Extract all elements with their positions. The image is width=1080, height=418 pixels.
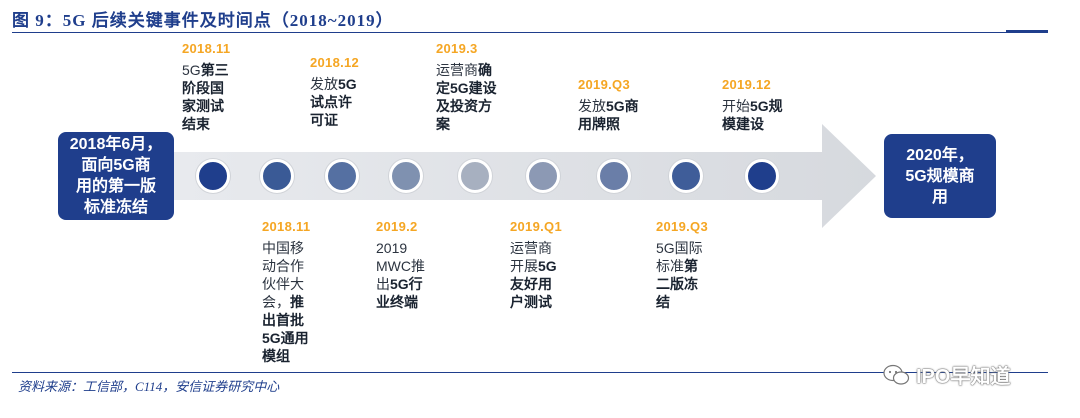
event-description: 5G第三 阶段国 家测试 结束 <box>182 61 230 133</box>
event-description: 发放5G 试点许 可证 <box>310 75 359 129</box>
figure-title: 图 9：5G 后续关键事件及时间点（2018~2019） <box>12 11 394 30</box>
title-divider <box>12 32 1048 33</box>
source-note: 资料来源：工信部，C114，安信证券研究中心 <box>18 379 280 394</box>
event-2018-11-top: 2018.11 5G第三 阶段国 家测试 结束 <box>182 40 230 133</box>
event-description: 运营商 开展5G 友好用 户测试 <box>510 239 562 311</box>
event-text-bold: 第 二版冻 结 <box>656 258 698 310</box>
event-text-bold: 5G商 用牌照 <box>578 98 639 132</box>
event-date: 2019.3 <box>436 41 478 56</box>
event-text-bold: 5G 友好用 户测试 <box>510 258 557 310</box>
event-description: 2019 MWC推 出5G行 业终端 <box>376 239 425 311</box>
event-text: 2019 MWC推 出 <box>376 240 425 292</box>
event-text: 运营商 <box>436 62 478 78</box>
timeline-node <box>389 159 423 193</box>
event-text: 发放 <box>578 98 606 114</box>
event-2018-12-top: 2018.12 发放5G 试点许 可证 <box>310 54 359 129</box>
event-text: 运营商 开展 <box>510 240 552 274</box>
event-date: 2019.Q3 <box>656 219 708 234</box>
timeline-node <box>526 159 560 193</box>
event-date: 2018.11 <box>182 41 231 56</box>
event-description: 中国移 动合作 伙伴大 会，推 出首批 5G通用 模组 <box>262 239 310 365</box>
footer-divider <box>12 372 1048 373</box>
timeline-node <box>597 159 631 193</box>
watermark: IPO早知道 <box>882 360 1010 389</box>
event-description: 发放5G商 用牌照 <box>578 97 639 133</box>
event-2019-q3-top: 2019.Q3 发放5G商 用牌照 <box>578 76 639 133</box>
event-date: 2019.12 <box>722 77 772 92</box>
event-text-bold: 第三 阶段国 家测试 结束 <box>182 62 229 132</box>
start-milestone-box: 2018年6月， 面向5G商 用的第一版 标准冻结 <box>58 132 174 220</box>
event-text: 中国移 动合作 伙伴大 会， <box>262 240 304 310</box>
event-2019-12-top: 2019.12 开始5G规 模建设 <box>722 76 783 133</box>
event-text-bold: 5G规 模建设 <box>722 98 783 132</box>
event-date: 2019.2 <box>376 219 418 234</box>
event-text: 发放 <box>310 76 338 92</box>
timeline-node <box>669 159 703 193</box>
wechat-icon <box>883 364 910 385</box>
timeline-node <box>196 159 230 193</box>
event-text: 开始 <box>722 98 750 114</box>
event-description: 运营商确 定5G建设 及投资方 案 <box>436 61 497 133</box>
end-milestone-box: 2020年， 5G规模商 用 <box>884 134 996 218</box>
event-2019-q3-bottom: 2019.Q3 5G国际 标准第 二版冻 结 <box>656 218 708 311</box>
event-2019-2-bottom: 2019.2 2019 MWC推 出5G行 业终端 <box>376 218 425 311</box>
event-description: 5G国际 标准第 二版冻 结 <box>656 239 708 311</box>
event-2018-11-bottom: 2018.11 中国移 动合作 伙伴大 会，推 出首批 5G通用 模组 <box>262 218 310 365</box>
event-text: 5G国际 标准 <box>656 240 703 274</box>
event-2019-3-top: 2019.3 运营商确 定5G建设 及投资方 案 <box>436 40 497 133</box>
timeline-node <box>458 159 492 193</box>
timeline-node <box>260 159 294 193</box>
event-2019-q1-bottom: 2019.Q1 运营商 开展5G 友好用 户测试 <box>510 218 562 311</box>
timeline-node <box>325 159 359 193</box>
watermark-text: IPO早知道 <box>916 366 1011 388</box>
title-divider-accent <box>1006 30 1048 33</box>
event-description: 开始5G规 模建设 <box>722 97 783 133</box>
event-text-bold: 5G 试点许 可证 <box>310 76 357 128</box>
event-text-bold: 确 定5G建设 及投资方 案 <box>436 62 497 132</box>
event-date: 2019.Q3 <box>578 77 630 92</box>
event-date: 2019.Q1 <box>510 219 562 234</box>
event-text-bold: 5G行 业终端 <box>376 276 423 310</box>
event-date: 2018.12 <box>310 55 360 70</box>
event-text: 5G <box>182 62 201 78</box>
event-date: 2018.11 <box>262 219 311 234</box>
timeline-node <box>745 159 779 193</box>
event-text-bold: 推 出首批 5G通用 模组 <box>262 294 309 364</box>
